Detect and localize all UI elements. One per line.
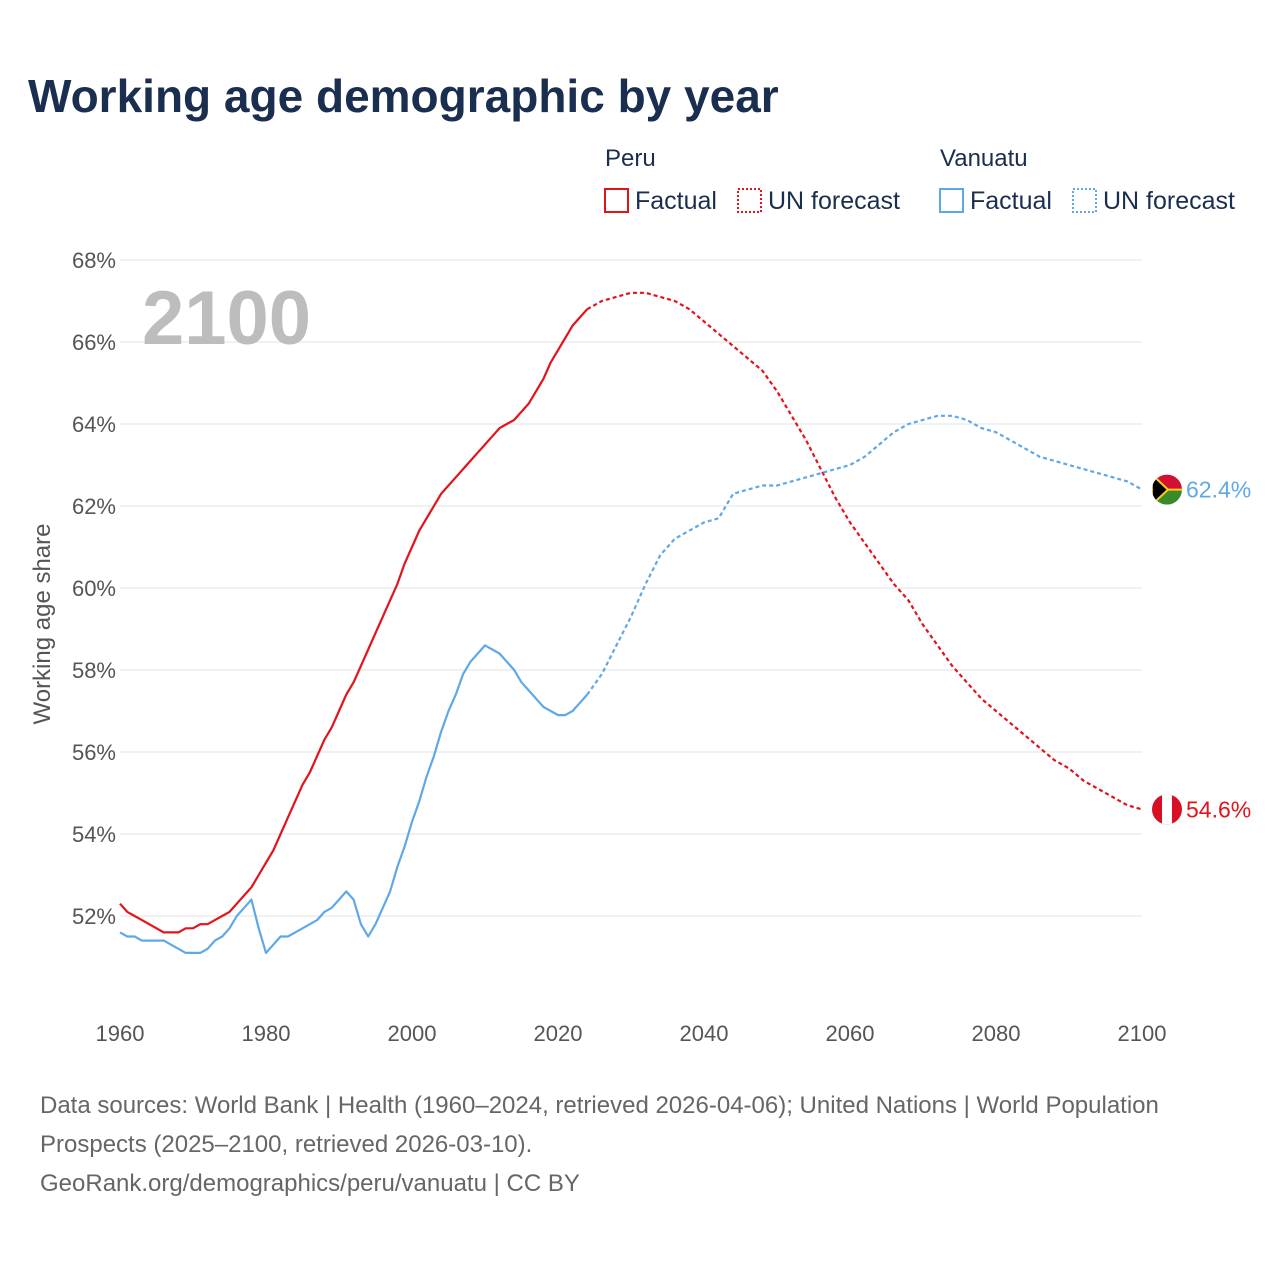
x-tick-label: 2000 bbox=[388, 1021, 437, 1046]
y-axis-ticks: 52% 54% 56% 58% 60% 62% 64% 66% 68% bbox=[72, 248, 116, 929]
vanuatu-factual-line bbox=[119, 644, 589, 955]
legend-forecast-swatch bbox=[737, 188, 762, 213]
footer: Data sources: World Bank | Health (1960–… bbox=[40, 1086, 1240, 1203]
flag-triangle bbox=[1152, 474, 1170, 505]
peru-flag-body bbox=[1152, 794, 1182, 825]
y-tick-label: 62% bbox=[72, 494, 116, 519]
x-tick-label: 1980 bbox=[242, 1021, 291, 1046]
end-markers: 54.6% 62.4% bbox=[1152, 474, 1251, 825]
y-tick-label: 56% bbox=[72, 740, 116, 765]
peru-forecast-line bbox=[586, 291, 1143, 811]
legend-forecast-swatch bbox=[1072, 188, 1097, 213]
data-sources: Data sources: World Bank | Health (1960–… bbox=[40, 1092, 1159, 1158]
gridlines bbox=[120, 259, 1142, 917]
peru-end-label: 54.6% bbox=[1186, 796, 1251, 822]
y-axis-label: Working age share bbox=[29, 524, 56, 725]
x-tick-label: 2080 bbox=[972, 1021, 1021, 1046]
legend-factual-swatch bbox=[939, 188, 964, 213]
legend-group-vanuatu: Vanuatu bbox=[940, 145, 1028, 172]
peru-factual-line bbox=[119, 308, 589, 934]
x-axis-ticks: 1960 1980 2000 2020 2040 2060 2080 2100 bbox=[96, 1021, 1167, 1046]
legend-forecast-label: UN forecast bbox=[768, 187, 900, 215]
legend-forecast-label: UN forecast bbox=[1103, 187, 1235, 215]
vanuatu-flag-body bbox=[1152, 474, 1182, 505]
chart-title: Working age demographic by year bbox=[28, 70, 779, 122]
peru-flag-icon bbox=[1152, 794, 1182, 825]
year-label: 2100 bbox=[142, 276, 311, 361]
x-tick-label: 1960 bbox=[96, 1021, 145, 1046]
credit-line: GeoRank.org/demographics/peru/vanuatu | … bbox=[40, 1170, 580, 1197]
y-tick-label: 66% bbox=[72, 330, 116, 355]
x-tick-label: 2040 bbox=[680, 1021, 729, 1046]
legend: Peru Factual UN forecast Vanuatu Factual UN f… bbox=[604, 145, 1235, 215]
legend-factual-swatch bbox=[604, 188, 629, 213]
legend-group-peru: Peru bbox=[605, 145, 656, 172]
vanuatu-forecast-line bbox=[586, 414, 1143, 696]
y-tick-label: 58% bbox=[72, 658, 116, 683]
x-tick-label: 2100 bbox=[1118, 1021, 1167, 1046]
x-tick-label: 2060 bbox=[826, 1021, 875, 1046]
y-tick-label: 60% bbox=[72, 576, 116, 601]
x-tick-label: 2020 bbox=[534, 1021, 583, 1046]
vanuatu-flag-icon bbox=[1152, 474, 1182, 505]
y-tick-label: 54% bbox=[72, 822, 116, 847]
y-tick-label: 52% bbox=[72, 904, 116, 929]
y-tick-label: 64% bbox=[72, 412, 116, 437]
flag-white bbox=[1162, 794, 1172, 825]
legend-factual-label: Factual bbox=[970, 187, 1052, 215]
line-chart: Working age demographic by year Peru Fact… bbox=[28, 70, 1251, 1046]
vanuatu-end-label: 62.4% bbox=[1186, 477, 1251, 503]
legend-factual-label: Factual bbox=[635, 187, 717, 215]
series-lines bbox=[119, 291, 1143, 955]
y-tick-label: 68% bbox=[72, 248, 116, 273]
